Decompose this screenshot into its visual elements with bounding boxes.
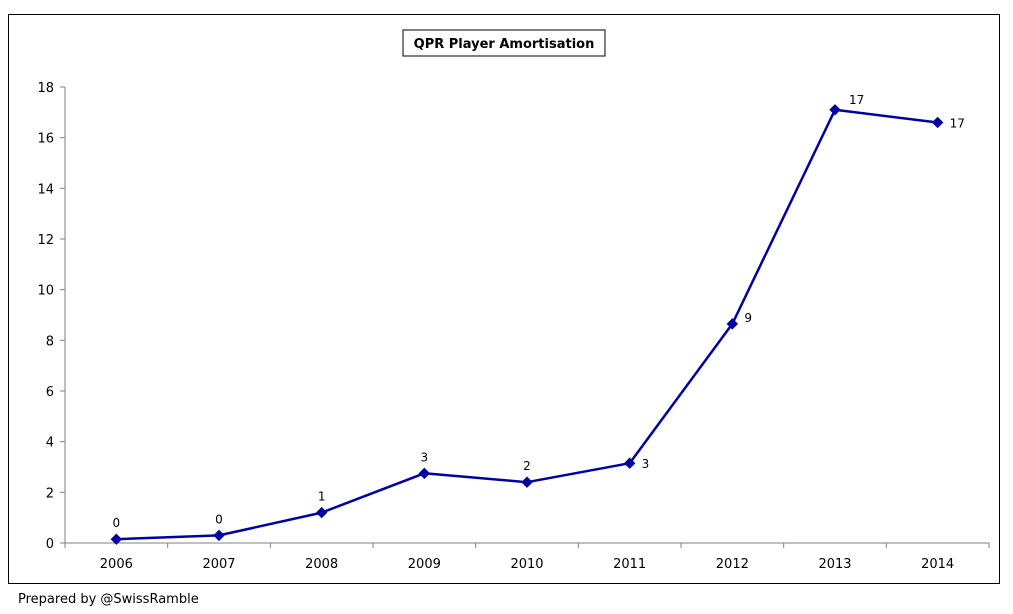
data-label: 17 <box>849 93 864 107</box>
y-tick-label: 2 <box>46 486 54 501</box>
data-point-marker <box>623 457 636 469</box>
x-tick-label: 2008 <box>305 557 338 572</box>
y-tick-label: 8 <box>46 334 54 349</box>
x-tick-label: 2013 <box>818 557 851 572</box>
series-line <box>116 108 938 541</box>
y-tick-label: 18 <box>37 81 54 96</box>
data-label: 1 <box>318 490 326 504</box>
data-label: 3 <box>642 457 650 471</box>
x-tick-label: 2006 <box>100 557 133 572</box>
data-label: 17 <box>950 116 965 130</box>
data-labels: 0 0 1 3 2 3 9 17 17 <box>113 93 965 530</box>
y-tick-label: 12 <box>37 233 54 248</box>
footer-credit: Prepared by @SwissRamble <box>18 592 199 607</box>
data-point-marker <box>521 476 533 488</box>
x-tick-label: 2014 <box>921 557 954 572</box>
data-point-marker <box>110 533 123 545</box>
y-axis-ticks: 0 2 4 6 8 10 12 14 16 18 <box>37 81 65 552</box>
y-tick-label: 6 <box>46 385 54 400</box>
data-label: 0 <box>113 516 121 530</box>
y-tick-label: 14 <box>37 182 54 197</box>
series-line-group <box>116 108 938 541</box>
data-markers <box>110 104 944 545</box>
data-point-marker <box>213 529 225 542</box>
x-tick-label: 2009 <box>408 557 441 572</box>
y-tick-label: 16 <box>37 132 54 147</box>
data-point-marker <box>418 467 431 480</box>
data-point-marker <box>726 318 739 330</box>
x-tick-label: 2007 <box>202 557 235 572</box>
y-tick-label: 0 <box>46 537 54 552</box>
data-label: 2 <box>523 459 531 473</box>
x-tick-label: 2012 <box>716 557 749 572</box>
data-point-marker <box>315 506 328 519</box>
data-label: 9 <box>744 311 752 325</box>
x-tick-label: 2010 <box>510 557 543 572</box>
y-tick-label: 10 <box>37 284 54 299</box>
chart-title-box: QPR Player Amortisation <box>402 29 606 57</box>
x-axis-ticks: 2006 2007 2008 2009 2010 2011 2012 2013 2014 <box>64 543 990 572</box>
data-point-marker <box>829 104 841 116</box>
x-tick-label: 2011 <box>613 557 646 572</box>
axes <box>64 87 989 544</box>
data-point-marker <box>931 116 944 129</box>
data-label: 0 <box>215 512 223 526</box>
chart-title: QPR Player Amortisation <box>414 37 595 52</box>
chart-title-border <box>402 29 606 57</box>
y-tick-label: 4 <box>46 436 54 451</box>
data-label: 3 <box>421 450 429 464</box>
